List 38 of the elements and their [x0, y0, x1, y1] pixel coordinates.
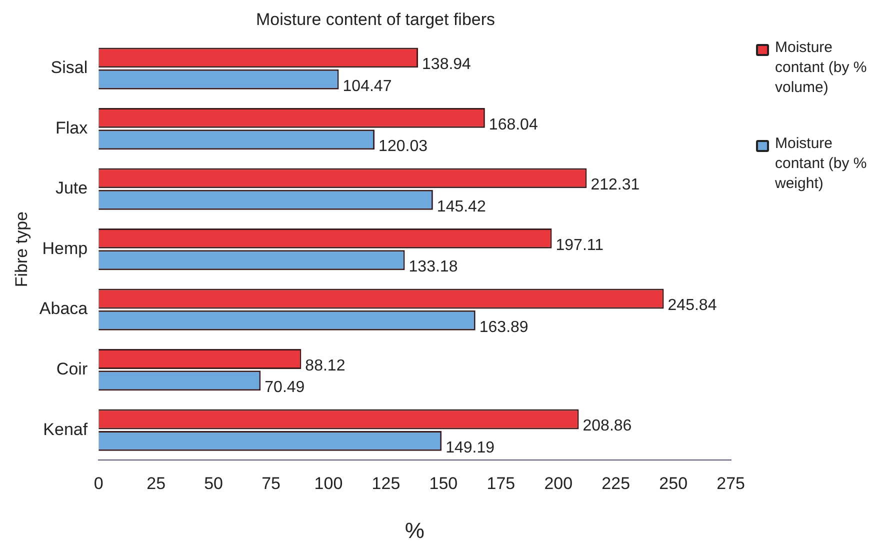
x-tick-label: 150: [429, 474, 458, 494]
y-tick-label: Hemp: [42, 238, 88, 258]
y-tick-label: Coir: [56, 360, 88, 378]
data-label: 208.86: [582, 418, 632, 435]
y-tick-label: Abaca: [39, 299, 88, 318]
y-axis-title: Fibre type: [12, 212, 31, 288]
x-tick-label: 275: [716, 474, 746, 494]
legend-label: Moisture contant (by % volume): [775, 38, 868, 98]
x-tick-label: 225: [602, 474, 630, 494]
data-label: 120.03: [378, 138, 428, 156]
data-label: 138.94: [422, 56, 472, 74]
x-tick-label: 100: [314, 474, 343, 494]
data-label: 168.04: [488, 116, 538, 134]
data-label: 133.18: [408, 258, 458, 276]
x-tick-label: 250: [659, 474, 688, 494]
data-label: 212.31: [590, 176, 640, 194]
x-tick-label: 25: [146, 474, 166, 494]
data-label: 104.47: [342, 78, 392, 95]
y-tick-label: Sisal: [50, 58, 88, 78]
x-axis-title: %: [404, 518, 424, 541]
x-tick-label: 0: [94, 474, 104, 494]
data-label: 70.49: [264, 379, 305, 396]
data-label: 149.19: [446, 439, 495, 456]
x-tick-label: 75: [262, 474, 280, 494]
x-tick-label: 200: [544, 474, 573, 494]
data-label: 245.84: [668, 297, 717, 314]
chart-title: Moisture content of target fibers: [256, 10, 496, 29]
x-tick-label: 125: [372, 474, 400, 494]
data-label: 88.12: [305, 357, 346, 374]
y-tick-label: Jute: [55, 178, 88, 198]
data-label: 197.11: [556, 236, 604, 254]
data-label: 145.42: [436, 198, 486, 216]
y-tick-label: Kenaf: [43, 420, 88, 439]
legend-label: Moisture contant (by % weight): [775, 134, 868, 194]
data-label: 163.89: [479, 318, 528, 336]
y-tick-label: Flax: [55, 118, 88, 138]
x-tick-label: 175: [486, 474, 516, 494]
x-tick-label: 50: [204, 474, 224, 494]
